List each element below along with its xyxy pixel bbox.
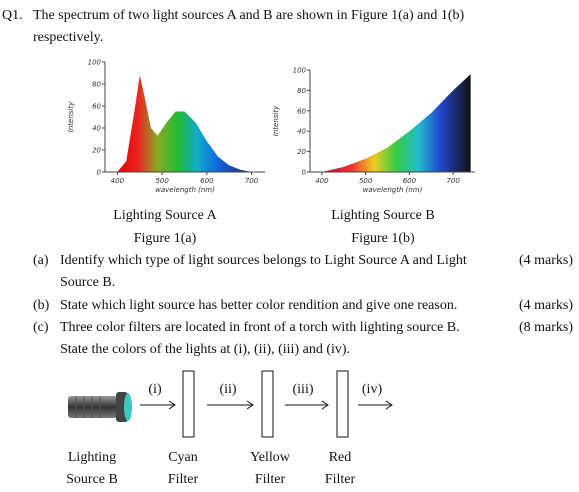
question-text: State which light source has better colo… xyxy=(60,298,457,313)
y-tick-label: 60 xyxy=(92,103,101,111)
figure-name: Lighting Source B xyxy=(331,208,434,223)
y-tick-label: 80 xyxy=(297,87,306,95)
y-axis-label: Intensity xyxy=(67,101,75,132)
component-label: Filter xyxy=(325,472,356,487)
y-tick-label: 40 xyxy=(297,128,306,136)
y-tick-label: 100 xyxy=(293,67,307,75)
spectrum xyxy=(117,75,252,172)
question-text: Identify which type of light sources bel… xyxy=(60,253,467,268)
x-tick-label: 400 xyxy=(111,177,125,185)
x-tick-label: 700 xyxy=(245,177,259,185)
header-line: respectively. xyxy=(33,30,103,45)
component-label: Red xyxy=(329,450,352,465)
y-axis-label: Intensity xyxy=(272,105,280,136)
component-label: Lighting xyxy=(68,450,116,465)
figure-caption: Figure 1(a) xyxy=(134,231,197,246)
y-tick-label: 60 xyxy=(297,107,306,115)
header-line: The spectrum of two light sources A and … xyxy=(33,8,465,23)
question-label: (a) xyxy=(33,253,49,268)
x-axis-label: wavelength (nm) xyxy=(155,186,215,194)
optical-path xyxy=(140,370,393,438)
point-label: (ii) xyxy=(219,382,236,397)
component-label: Filter xyxy=(168,472,199,487)
y-tick-label: 0 xyxy=(97,169,102,177)
y-tick-label: 100 xyxy=(88,59,102,67)
spectrum xyxy=(321,74,471,172)
y-tick-label: 0 xyxy=(302,169,307,177)
x-tick-label: 600 xyxy=(403,177,417,185)
point-label: (iv) xyxy=(362,382,383,397)
component-label: Source B xyxy=(66,472,118,487)
y-tick-label: 80 xyxy=(92,81,101,89)
component-label: Yellow xyxy=(250,450,291,465)
x-tick-label: 700 xyxy=(446,177,460,185)
figure-name: Lighting Source A xyxy=(113,208,217,223)
question-number: Q1. xyxy=(2,8,23,23)
x-tick-label: 500 xyxy=(155,177,169,185)
torch xyxy=(68,392,132,422)
question-text: Source B. xyxy=(60,275,115,290)
question-label: (c) xyxy=(33,320,49,335)
figure-caption: Figure 1(b) xyxy=(351,231,415,246)
question-marks: (4 marks) xyxy=(519,298,573,313)
y-tick-label: 20 xyxy=(92,147,101,155)
x-axis-label: wavelength (nm) xyxy=(363,186,423,194)
x-tick-label: 400 xyxy=(315,177,329,185)
question-label: (b) xyxy=(33,298,50,313)
question-marks: (4 marks) xyxy=(519,253,573,268)
point-label: (iii) xyxy=(293,382,314,397)
x-tick-label: 500 xyxy=(359,177,373,185)
component-label: Filter xyxy=(255,472,286,487)
y-tick-label: 20 xyxy=(297,148,306,156)
x-tick-label: 600 xyxy=(200,177,214,185)
point-label: (i) xyxy=(148,382,162,397)
question-text: Three color filters are located in front… xyxy=(60,320,460,335)
question-text: State the colors of the lights at (i), (… xyxy=(60,342,350,357)
y-tick-label: 40 xyxy=(92,125,101,133)
question-marks: (8 marks) xyxy=(519,320,573,335)
component-label: Cyan xyxy=(168,450,198,465)
